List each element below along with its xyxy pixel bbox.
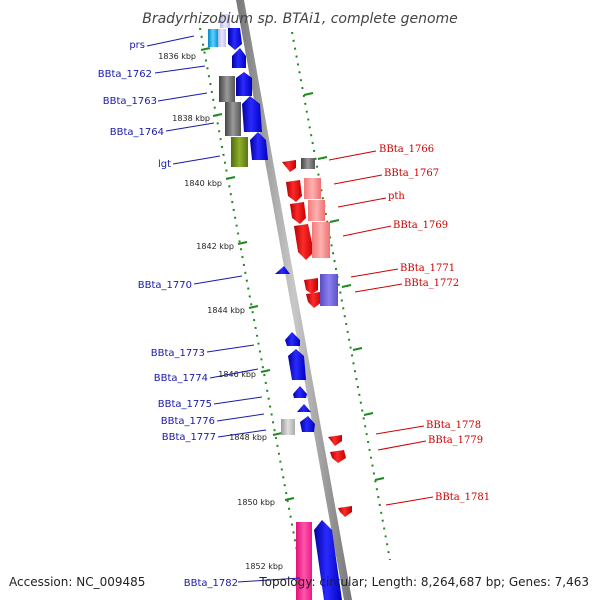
gene-arrow-bbta-1776[interactable]: [297, 404, 311, 412]
gene-label-pth[interactable]: pth: [388, 191, 405, 202]
gene-label-bbta-1771[interactable]: BBta_1771: [400, 263, 455, 274]
tick-label-1850: 1850 kbp: [237, 498, 275, 507]
gene-label-bbta-1767[interactable]: BBta_1767: [384, 168, 439, 179]
gene-arrow-bbta-1763[interactable]: [236, 72, 252, 96]
ortholog-box-lgt: [231, 137, 248, 167]
right-track-line: [291, 31, 391, 561]
gene-arrow-bbta-1764[interactable]: [242, 96, 262, 132]
ortholog-box-pth: [308, 200, 325, 221]
gene-arrow-bbta-1770[interactable]: [275, 266, 290, 274]
tick-label-1842: 1842 kbp: [196, 242, 234, 251]
left-connectors: [146, 35, 301, 583]
gene-arrow-bbta-1767[interactable]: [286, 180, 302, 202]
gene-arrow-bbta-1774[interactable]: [288, 349, 306, 380]
gene-label-bbta-1770[interactable]: BBta_1770: [138, 280, 192, 291]
left-track-line: [199, 27, 307, 600]
gene-label-bbta-1777[interactable]: BBta_1777: [162, 432, 216, 443]
gene-arrow-bbta-1781[interactable]: [338, 506, 352, 517]
tick-label-1846: 1846 kbp: [218, 370, 256, 379]
gene-label-bbta-1774[interactable]: BBta_1774: [154, 373, 208, 384]
tick-label-1848: 1848 kbp: [229, 433, 267, 442]
gene-arrow-lgt[interactable]: [250, 132, 268, 160]
gene-label-bbta-1776[interactable]: BBta_1776: [161, 416, 215, 427]
ortholog-box-1772: [320, 274, 338, 306]
gene-label-bbta-1763[interactable]: BBta_1763: [103, 96, 157, 107]
gene-label-bbta-1762[interactable]: BBta_1762: [98, 69, 152, 80]
gene-label-bbta-1773[interactable]: BBta_1773: [151, 348, 205, 359]
gene-label-bbta-1769[interactable]: BBta_1769: [393, 220, 448, 231]
gene-arrow-bbta-1762[interactable]: [232, 48, 246, 68]
gene-arrow-bbta-1771[interactable]: [304, 278, 318, 294]
tick-label-1836: 1836 kbp: [158, 52, 196, 61]
gene-arrow-bbta-1778[interactable]: [328, 435, 342, 446]
gene-arrow-pth[interactable]: [290, 202, 306, 224]
genome-summary-text: Topology: circular; Length: 8,264,687 bp…: [258, 575, 589, 589]
gene-label-bbta-1778[interactable]: BBta_1778: [426, 420, 481, 431]
gene-arrow-bbta-1772[interactable]: [306, 292, 322, 308]
ortholog-box-prs-light: [220, 14, 230, 28]
gene-arrow-bbta-1769[interactable]: [294, 224, 314, 260]
ortholog-box-1777: [281, 419, 295, 435]
right-ticks: [303, 92, 385, 481]
gene-label-bbta-1782[interactable]: BBta_1782: [184, 578, 238, 589]
gene-arrow-bbta-1777[interactable]: [300, 416, 315, 432]
gene-label-lgt[interactable]: lgt: [158, 159, 171, 170]
gene-label-prs[interactable]: prs: [129, 40, 145, 51]
ortholog-box-prs-cyan: [208, 29, 218, 47]
ortholog-box-prs-light2: [218, 29, 226, 47]
gene-arrow-bbta-1775[interactable]: [293, 386, 307, 398]
map-title: Bradyrhizobium sp. BTAi1, complete genom…: [142, 11, 458, 27]
accession-text: Accession: NC_009485: [9, 575, 145, 589]
tick-label-1840: 1840 kbp: [184, 179, 222, 188]
gene-label-bbta-1779[interactable]: BBta_1779: [428, 435, 483, 446]
gene-label-bbta-1772[interactable]: BBta_1772: [404, 278, 459, 289]
tick-label-1852: 1852 kbp: [245, 562, 283, 571]
gene-arrow-bbta-1782[interactable]: [314, 520, 342, 600]
gene-label-bbta-1775[interactable]: BBta_1775: [158, 399, 212, 410]
gene-arrow-prs[interactable]: [228, 28, 242, 50]
gene-arrow-bbta-1779[interactable]: [330, 450, 346, 463]
ortholog-box-1782: [296, 522, 312, 600]
gene-arrow-bbta-1766[interactable]: [282, 160, 296, 172]
ortholog-box-1769: [312, 222, 330, 258]
gene-label-bbta-1766[interactable]: BBta_1766: [379, 144, 434, 155]
ortholog-box-1764: [225, 102, 241, 136]
gene-arrow-bbta-1773[interactable]: [285, 332, 300, 346]
tick-label-1838: 1838 kbp: [172, 114, 210, 123]
ortholog-box-1767: [304, 178, 321, 199]
ortholog-box-1766: [301, 158, 315, 169]
ortholog-box-1763: [219, 76, 235, 102]
right-connectors: [328, 150, 434, 506]
gene-label-bbta-1781[interactable]: BBta_1781: [435, 492, 490, 503]
tick-label-1844: 1844 kbp: [207, 306, 245, 315]
gene-label-bbta-1764[interactable]: BBta_1764: [110, 127, 164, 138]
